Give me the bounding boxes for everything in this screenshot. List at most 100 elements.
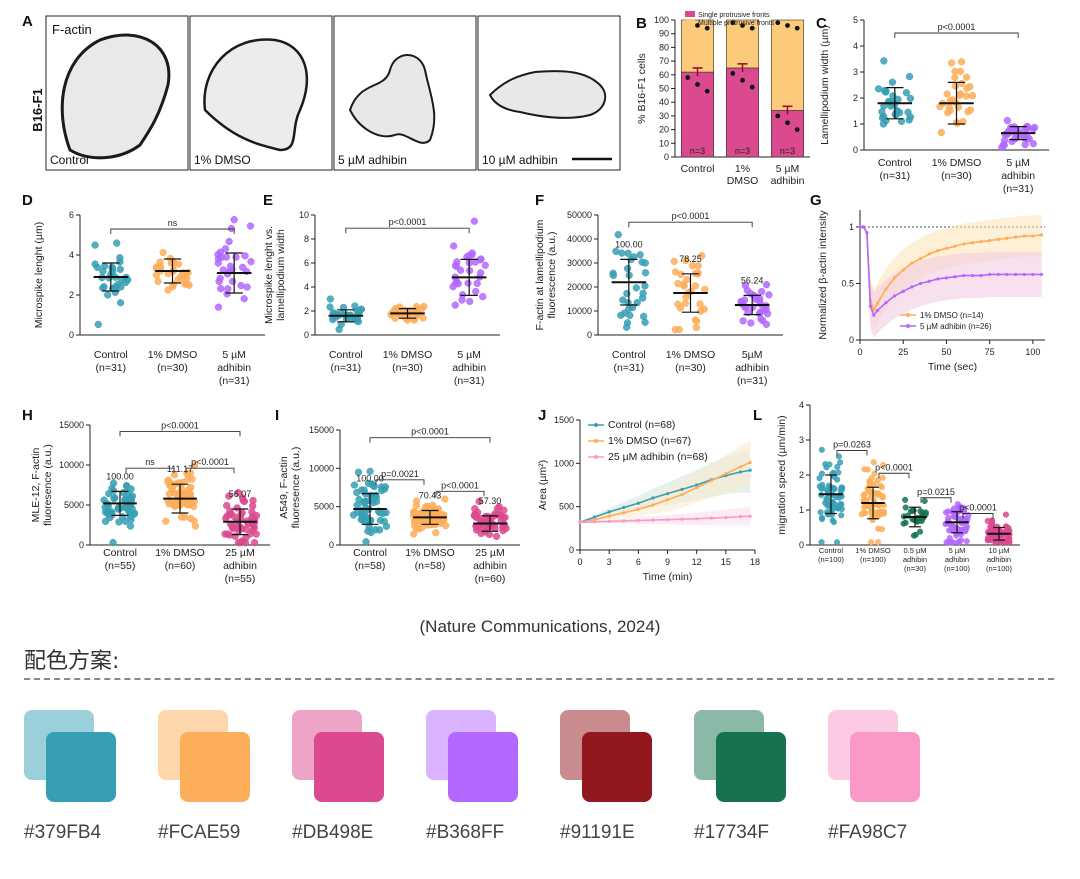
- replicate-point: [730, 71, 736, 76]
- series-marker: [607, 514, 611, 518]
- x-tick-label: 3: [607, 557, 612, 567]
- data-point: [985, 536, 993, 544]
- panel-label: D: [22, 192, 33, 209]
- panel-label: H: [22, 407, 33, 424]
- category-label: 5 µM adhibin (n=31): [217, 349, 251, 387]
- significance-label: p<0.0001: [672, 211, 710, 221]
- legend-label: Control (n=68): [608, 419, 675, 431]
- data-point: [860, 492, 867, 499]
- data-point: [239, 494, 247, 502]
- chart-G-y-tick-label: 1: [849, 222, 854, 232]
- category-label: 10 µM adhibin (n=100): [986, 546, 1013, 573]
- data-point: [951, 82, 959, 90]
- panel-label: L: [753, 407, 762, 424]
- image-caption-10um: 10 µM adhibin: [482, 153, 558, 167]
- chart-L-y-tick-label: 4: [799, 400, 804, 410]
- significance-label: p<0.0001: [161, 420, 199, 430]
- data-point: [214, 303, 223, 311]
- chart-D-y-axis-label: Microspike lenght (µm): [33, 222, 45, 328]
- chart-I-y-tick-label: 0: [329, 540, 334, 550]
- data-point: [698, 252, 706, 260]
- data-point: [335, 325, 343, 334]
- cell-image-dmso: [203, 38, 309, 152]
- data-point: [951, 73, 959, 82]
- data-point: [357, 305, 366, 313]
- swatch-color-square: [314, 732, 384, 802]
- series-marker: [1039, 233, 1044, 237]
- data-point: [233, 504, 241, 512]
- data-point: [227, 224, 236, 233]
- chart-E-y-tick-label: 8: [304, 234, 309, 244]
- data-point: [380, 517, 388, 526]
- data-point: [473, 279, 481, 288]
- legend-label: Multiple protrusive fronts: [698, 20, 775, 27]
- replicate-point: [775, 113, 781, 119]
- data-point: [835, 469, 842, 476]
- data-point: [834, 476, 841, 483]
- swatch-hex-label: #B368FF: [426, 822, 505, 843]
- percent-label: 100.00: [356, 474, 384, 484]
- data-point: [174, 260, 183, 268]
- swatch-color-square: [850, 732, 920, 802]
- data-point: [701, 285, 709, 294]
- chart-B-y-tick-label: 0: [664, 152, 669, 162]
- percent-label: 100.00: [615, 239, 643, 249]
- data-point: [959, 117, 967, 126]
- series-marker: [724, 515, 728, 520]
- data-point: [818, 516, 826, 523]
- data-point: [109, 479, 118, 487]
- chart-C-y-tick-label: 4: [853, 41, 858, 51]
- series-marker: [868, 304, 872, 308]
- series-marker: [738, 465, 743, 469]
- data-point: [109, 487, 118, 495]
- percent-label: 70.43: [419, 491, 442, 501]
- series-marker: [944, 276, 949, 280]
- series-marker: [1022, 272, 1026, 277]
- series-marker: [651, 503, 655, 507]
- series-marker: [861, 225, 866, 229]
- series-marker: [944, 246, 949, 251]
- panel-a-label: A: [22, 13, 33, 30]
- data-point: [183, 469, 191, 478]
- data-point: [481, 261, 489, 269]
- data-point: [674, 300, 682, 308]
- chart-J-y-tick-label: 1000: [554, 458, 574, 468]
- data-point: [471, 505, 479, 513]
- data-point: [871, 480, 878, 487]
- data-point: [234, 489, 243, 497]
- cell-image-5um: [348, 54, 436, 144]
- x-axis-label: Time (sec): [928, 361, 977, 373]
- panel-label: I: [275, 407, 279, 424]
- chart-I-y-axis-label: A549, F-actinfluoresence (a.u.): [278, 447, 302, 529]
- data-point: [693, 317, 701, 325]
- series-marker: [1031, 234, 1035, 238]
- stacked-bar: [770, 110, 804, 158]
- panel-label: B: [636, 15, 647, 32]
- percent-label: 56.07: [229, 489, 252, 499]
- significance-label: p<0.0001: [411, 427, 449, 437]
- series-marker: [875, 309, 879, 313]
- data-point: [223, 501, 231, 510]
- data-point: [390, 306, 399, 314]
- series-marker: [953, 275, 957, 279]
- series-marker: [858, 225, 862, 229]
- series-marker: [592, 515, 597, 519]
- series-marker: [680, 517, 684, 521]
- category-label: 1% DMSO (n=30): [932, 157, 982, 182]
- data-point: [222, 253, 231, 261]
- color-swatch: #FCAE59: [158, 710, 268, 843]
- data-point: [823, 464, 830, 471]
- data-point: [905, 116, 913, 124]
- data-point: [612, 247, 620, 256]
- series-marker: [979, 240, 983, 244]
- category-label: 1% DMSO (n=30): [666, 349, 716, 374]
- category-label: 5 µM adhibin (n=31): [452, 349, 486, 387]
- data-point: [1000, 141, 1008, 149]
- chart-B-y-tick-label: 50: [659, 84, 669, 94]
- data-point: [1022, 123, 1031, 131]
- series-marker: [724, 472, 728, 476]
- data-point: [868, 475, 875, 482]
- data-point: [626, 311, 634, 320]
- data-point: [104, 291, 112, 299]
- series-marker: [953, 244, 957, 248]
